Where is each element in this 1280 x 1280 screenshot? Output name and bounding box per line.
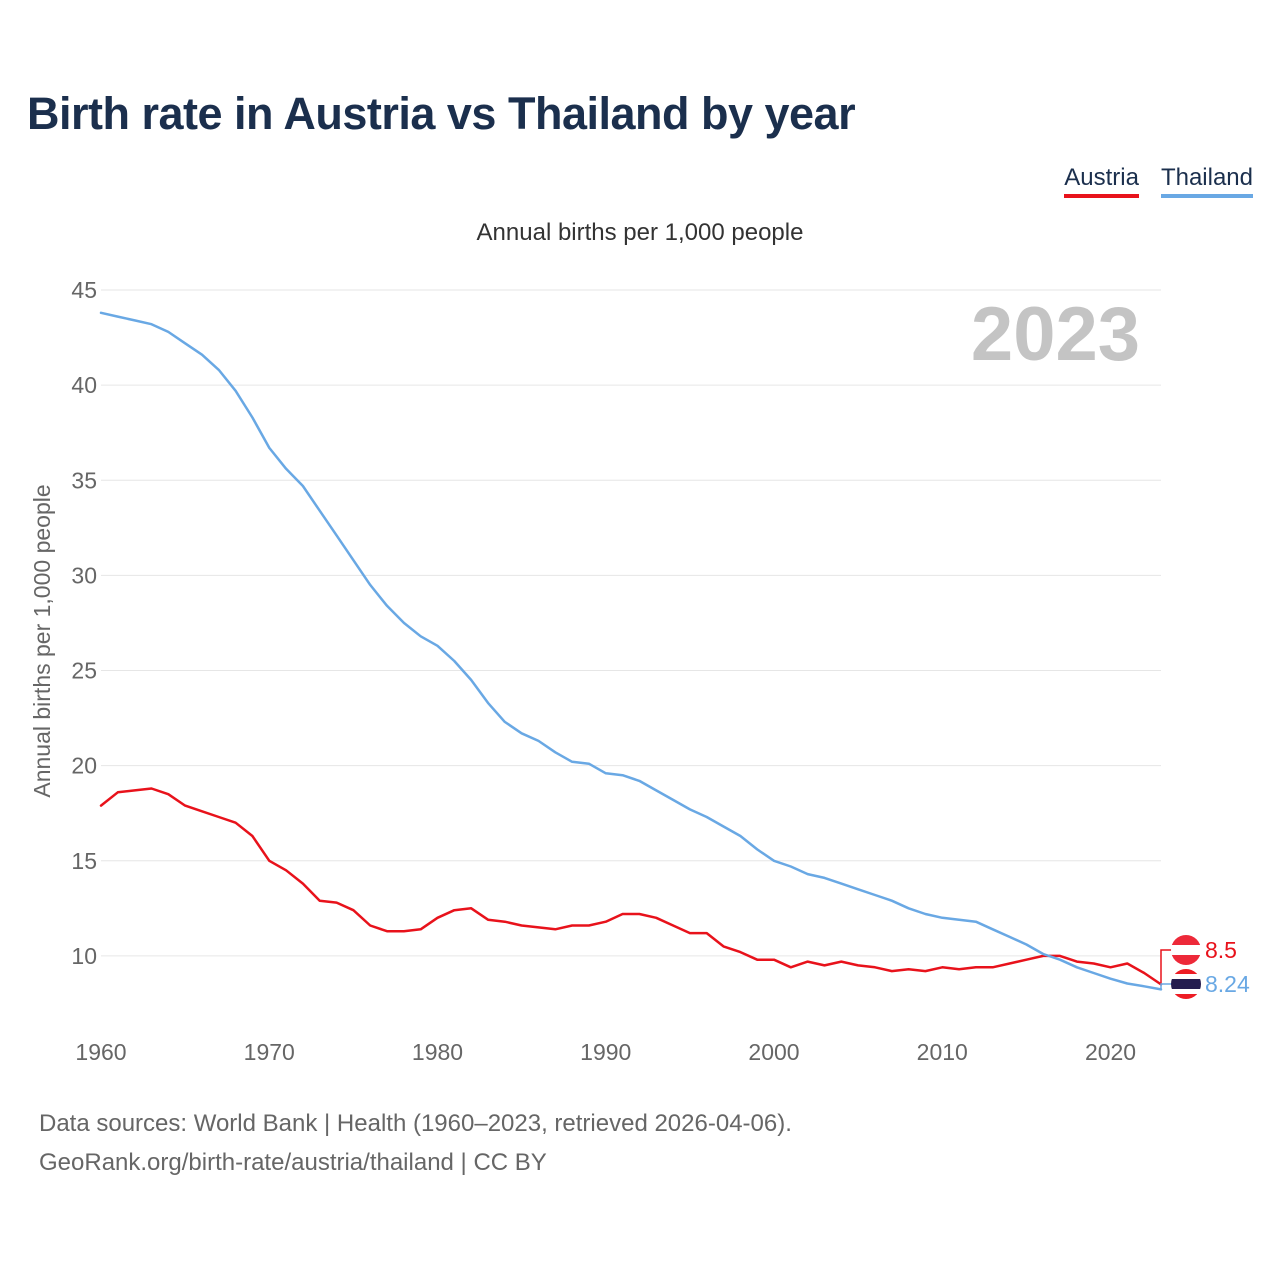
end-connector-thailand bbox=[1160, 983, 1172, 990]
x-tick-label-1980: 1980 bbox=[412, 1039, 463, 1065]
y-tick-label-30: 30 bbox=[71, 562, 97, 588]
austria-flag-icon bbox=[1171, 935, 1201, 965]
x-tick-label-1970: 1970 bbox=[244, 1039, 295, 1065]
x-tick-label-2000: 2000 bbox=[748, 1039, 799, 1065]
y-tick-label-40: 40 bbox=[71, 372, 97, 398]
end-label-austria: 8.5 bbox=[1205, 937, 1237, 963]
y-tick-label-35: 35 bbox=[71, 467, 97, 493]
legend-item-austria[interactable]: Austria bbox=[1064, 164, 1139, 198]
x-tick-label-1960: 1960 bbox=[75, 1039, 126, 1065]
footer: Data sources: World Bank | Health (1960–… bbox=[39, 1104, 792, 1182]
series-line-thailand bbox=[99, 311, 1163, 991]
y-axis-label: Annual births per 1,000 people bbox=[29, 484, 55, 797]
y-tick-label-45: 45 bbox=[71, 277, 97, 303]
legend-item-thailand[interactable]: Thailand bbox=[1160, 164, 1253, 198]
y-tick-label-20: 20 bbox=[71, 753, 97, 779]
chart-title: Birth rate in Austria vs Thailand by yea… bbox=[27, 88, 856, 139]
legend: Austria Thailand bbox=[1064, 164, 1253, 198]
line-chart: Annual births per 1,000 people 10 15 20 25 30… bbox=[29, 219, 1250, 1065]
chart-subtitle: Annual births per 1,000 people bbox=[477, 219, 804, 246]
source-url[interactable]: GeoRank.org/birth-rate/austria/thailand … bbox=[39, 1149, 547, 1176]
series-line-austria bbox=[99, 787, 1163, 986]
year-watermark: 2023 bbox=[971, 292, 1140, 377]
data-source-note: Data sources: World Bank | Health (1960–… bbox=[39, 1110, 792, 1137]
x-tick-label-1990: 1990 bbox=[580, 1039, 631, 1065]
end-label-thailand: 8.24 bbox=[1205, 971, 1250, 997]
y-tick-label-10: 10 bbox=[71, 943, 97, 969]
x-tick-label-2020: 2020 bbox=[1085, 1039, 1136, 1065]
end-connector-austria bbox=[1160, 949, 1172, 985]
y-tick-label-15: 15 bbox=[71, 848, 97, 874]
y-tick-label-25: 25 bbox=[71, 658, 97, 684]
thailand-flag-icon bbox=[1171, 969, 1201, 999]
x-tick-label-2010: 2010 bbox=[917, 1039, 968, 1065]
